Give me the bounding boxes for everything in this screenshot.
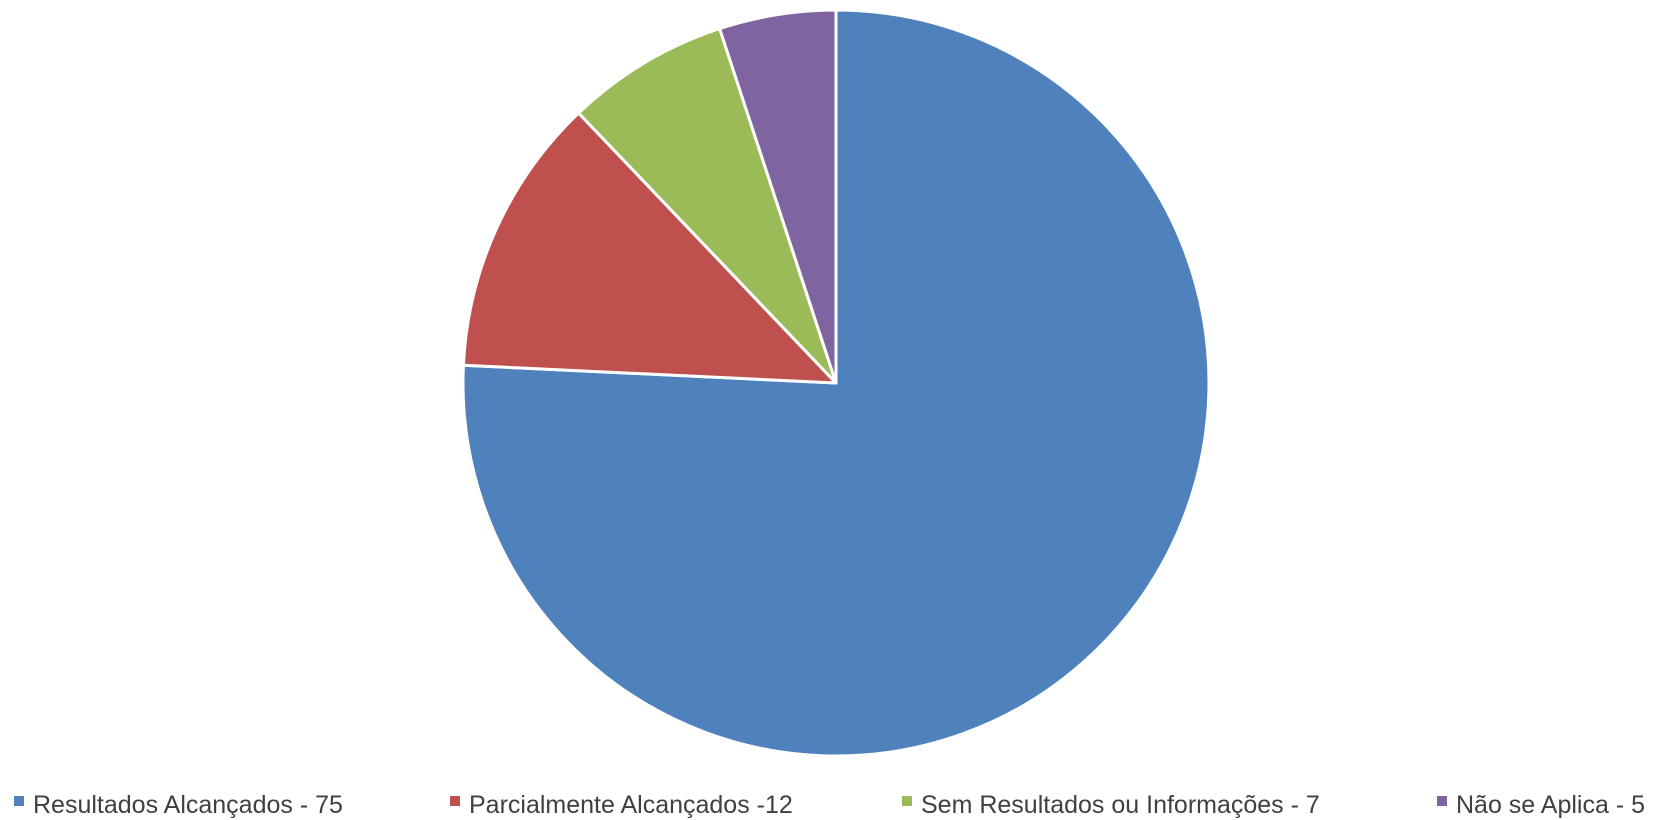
pie-slice-resultados-alcancados	[461, 8, 1211, 758]
legend-swatch-sem-resultados	[902, 796, 912, 806]
pie-slice-sem-resultados	[577, 27, 838, 385]
legend-swatch-nao-se-aplica	[1437, 796, 1447, 806]
legend-swatch-resultados-alcancados	[14, 796, 24, 806]
pie-slice-nao-se-aplica	[718, 8, 838, 385]
chart-legend: Resultados Alcançados - 75 Parcialmente …	[14, 791, 1645, 819]
pie-slices	[461, 8, 1211, 758]
legend-label-parcialmente-alcancados: Parcialmente Alcançados -12	[469, 791, 793, 819]
legend-swatch-parcialmente-alcancados	[450, 796, 460, 806]
legend-label-sem-resultados: Sem Resultados ou Informações - 7	[921, 791, 1320, 819]
legend-label-resultados-alcancados: Resultados Alcançados - 75	[33, 791, 343, 819]
legend-label-nao-se-aplica: Não se Aplica - 5	[1456, 791, 1645, 819]
pie-slice-parcialmente-alcancados	[461, 111, 838, 385]
